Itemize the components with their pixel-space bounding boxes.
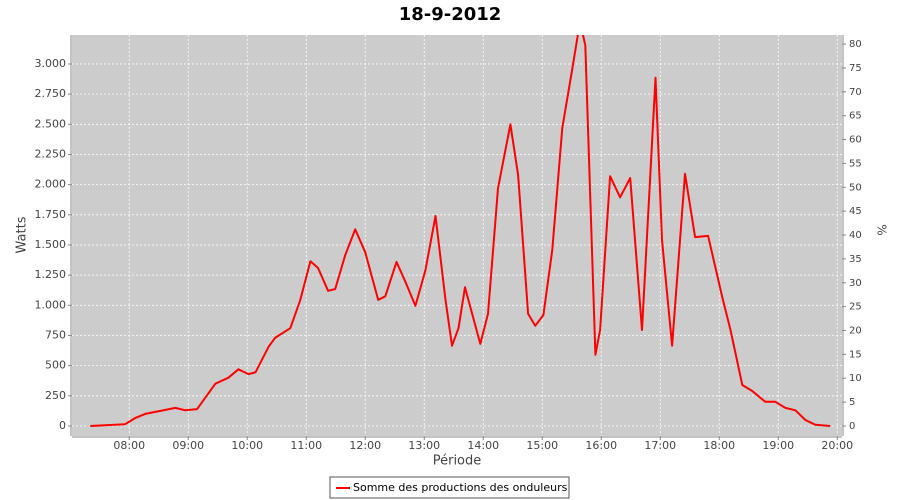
x-tick-label: 08:00 xyxy=(113,439,145,452)
y-tick-label: 0 xyxy=(59,419,66,432)
y-tick-label: 2.500 xyxy=(35,117,67,130)
y-tick-label: 500 xyxy=(45,359,66,372)
y2-tick-label: 10 xyxy=(849,373,862,384)
y2-tick-label: 50 xyxy=(849,182,862,193)
y-tick-label: 3.000 xyxy=(35,57,67,70)
x-axis-label: Période xyxy=(433,454,482,469)
y2-tick-label: 25 xyxy=(849,302,862,313)
x-tick-label: 14:00 xyxy=(467,439,499,452)
y2-axis-label: % xyxy=(875,224,889,235)
y2-tick-label: 45 xyxy=(849,206,862,217)
y2-tick-label: 75 xyxy=(849,63,862,74)
y2-tick-label: 35 xyxy=(849,254,862,265)
y-tick-label: 2.250 xyxy=(35,147,67,160)
y-tick-label: 750 xyxy=(45,328,66,341)
x-tick-label: 18:00 xyxy=(703,439,735,452)
x-tick-label: 12:00 xyxy=(349,439,381,452)
x-tick-label: 16:00 xyxy=(585,439,617,452)
x-tick-label: 11:00 xyxy=(290,439,322,452)
chart-title: 18-9-2012 xyxy=(399,4,502,25)
y2-tick-label: 60 xyxy=(849,135,862,146)
y-tick-label: 250 xyxy=(45,389,66,402)
x-tick-label: 13:00 xyxy=(408,439,440,452)
y-tick-label: 2.000 xyxy=(35,178,67,191)
x-tick-label: 20:00 xyxy=(821,439,853,452)
grid xyxy=(72,35,842,436)
y-tick-label: 1.000 xyxy=(35,298,67,311)
x-tick-label: 10:00 xyxy=(231,439,263,452)
plot-area xyxy=(72,35,842,436)
y2-tick-label: 80 xyxy=(849,39,862,50)
y2-tick-label: 70 xyxy=(849,87,862,98)
y-tick-label: 1.250 xyxy=(35,268,67,281)
y-axis-label: Watts xyxy=(15,216,30,253)
x-tick-label: 15:00 xyxy=(526,439,558,452)
legend xyxy=(329,476,570,499)
y-tick-label: 2.750 xyxy=(35,87,67,100)
y2-tick-label: 0 xyxy=(849,421,855,432)
y2-tick-label: 55 xyxy=(849,158,862,169)
y2-tick-label: 65 xyxy=(849,111,862,122)
y-tick-label: 1.750 xyxy=(35,208,67,221)
y-tick-label: 1.500 xyxy=(35,238,67,251)
legend-label: Somme des productions des onduleurs xyxy=(353,481,568,494)
y2-tick-label: 30 xyxy=(849,278,862,289)
x-tick-label: 19:00 xyxy=(762,439,794,452)
y2-tick-label: 5 xyxy=(849,397,855,408)
series-line xyxy=(90,35,831,427)
x-tick-label: 17:00 xyxy=(644,439,676,452)
y2-tick-label: 40 xyxy=(849,230,862,241)
y2-tick-label: 20 xyxy=(849,325,862,336)
y2-tick-label: 15 xyxy=(849,349,862,360)
x-tick-label: 09:00 xyxy=(172,439,204,452)
